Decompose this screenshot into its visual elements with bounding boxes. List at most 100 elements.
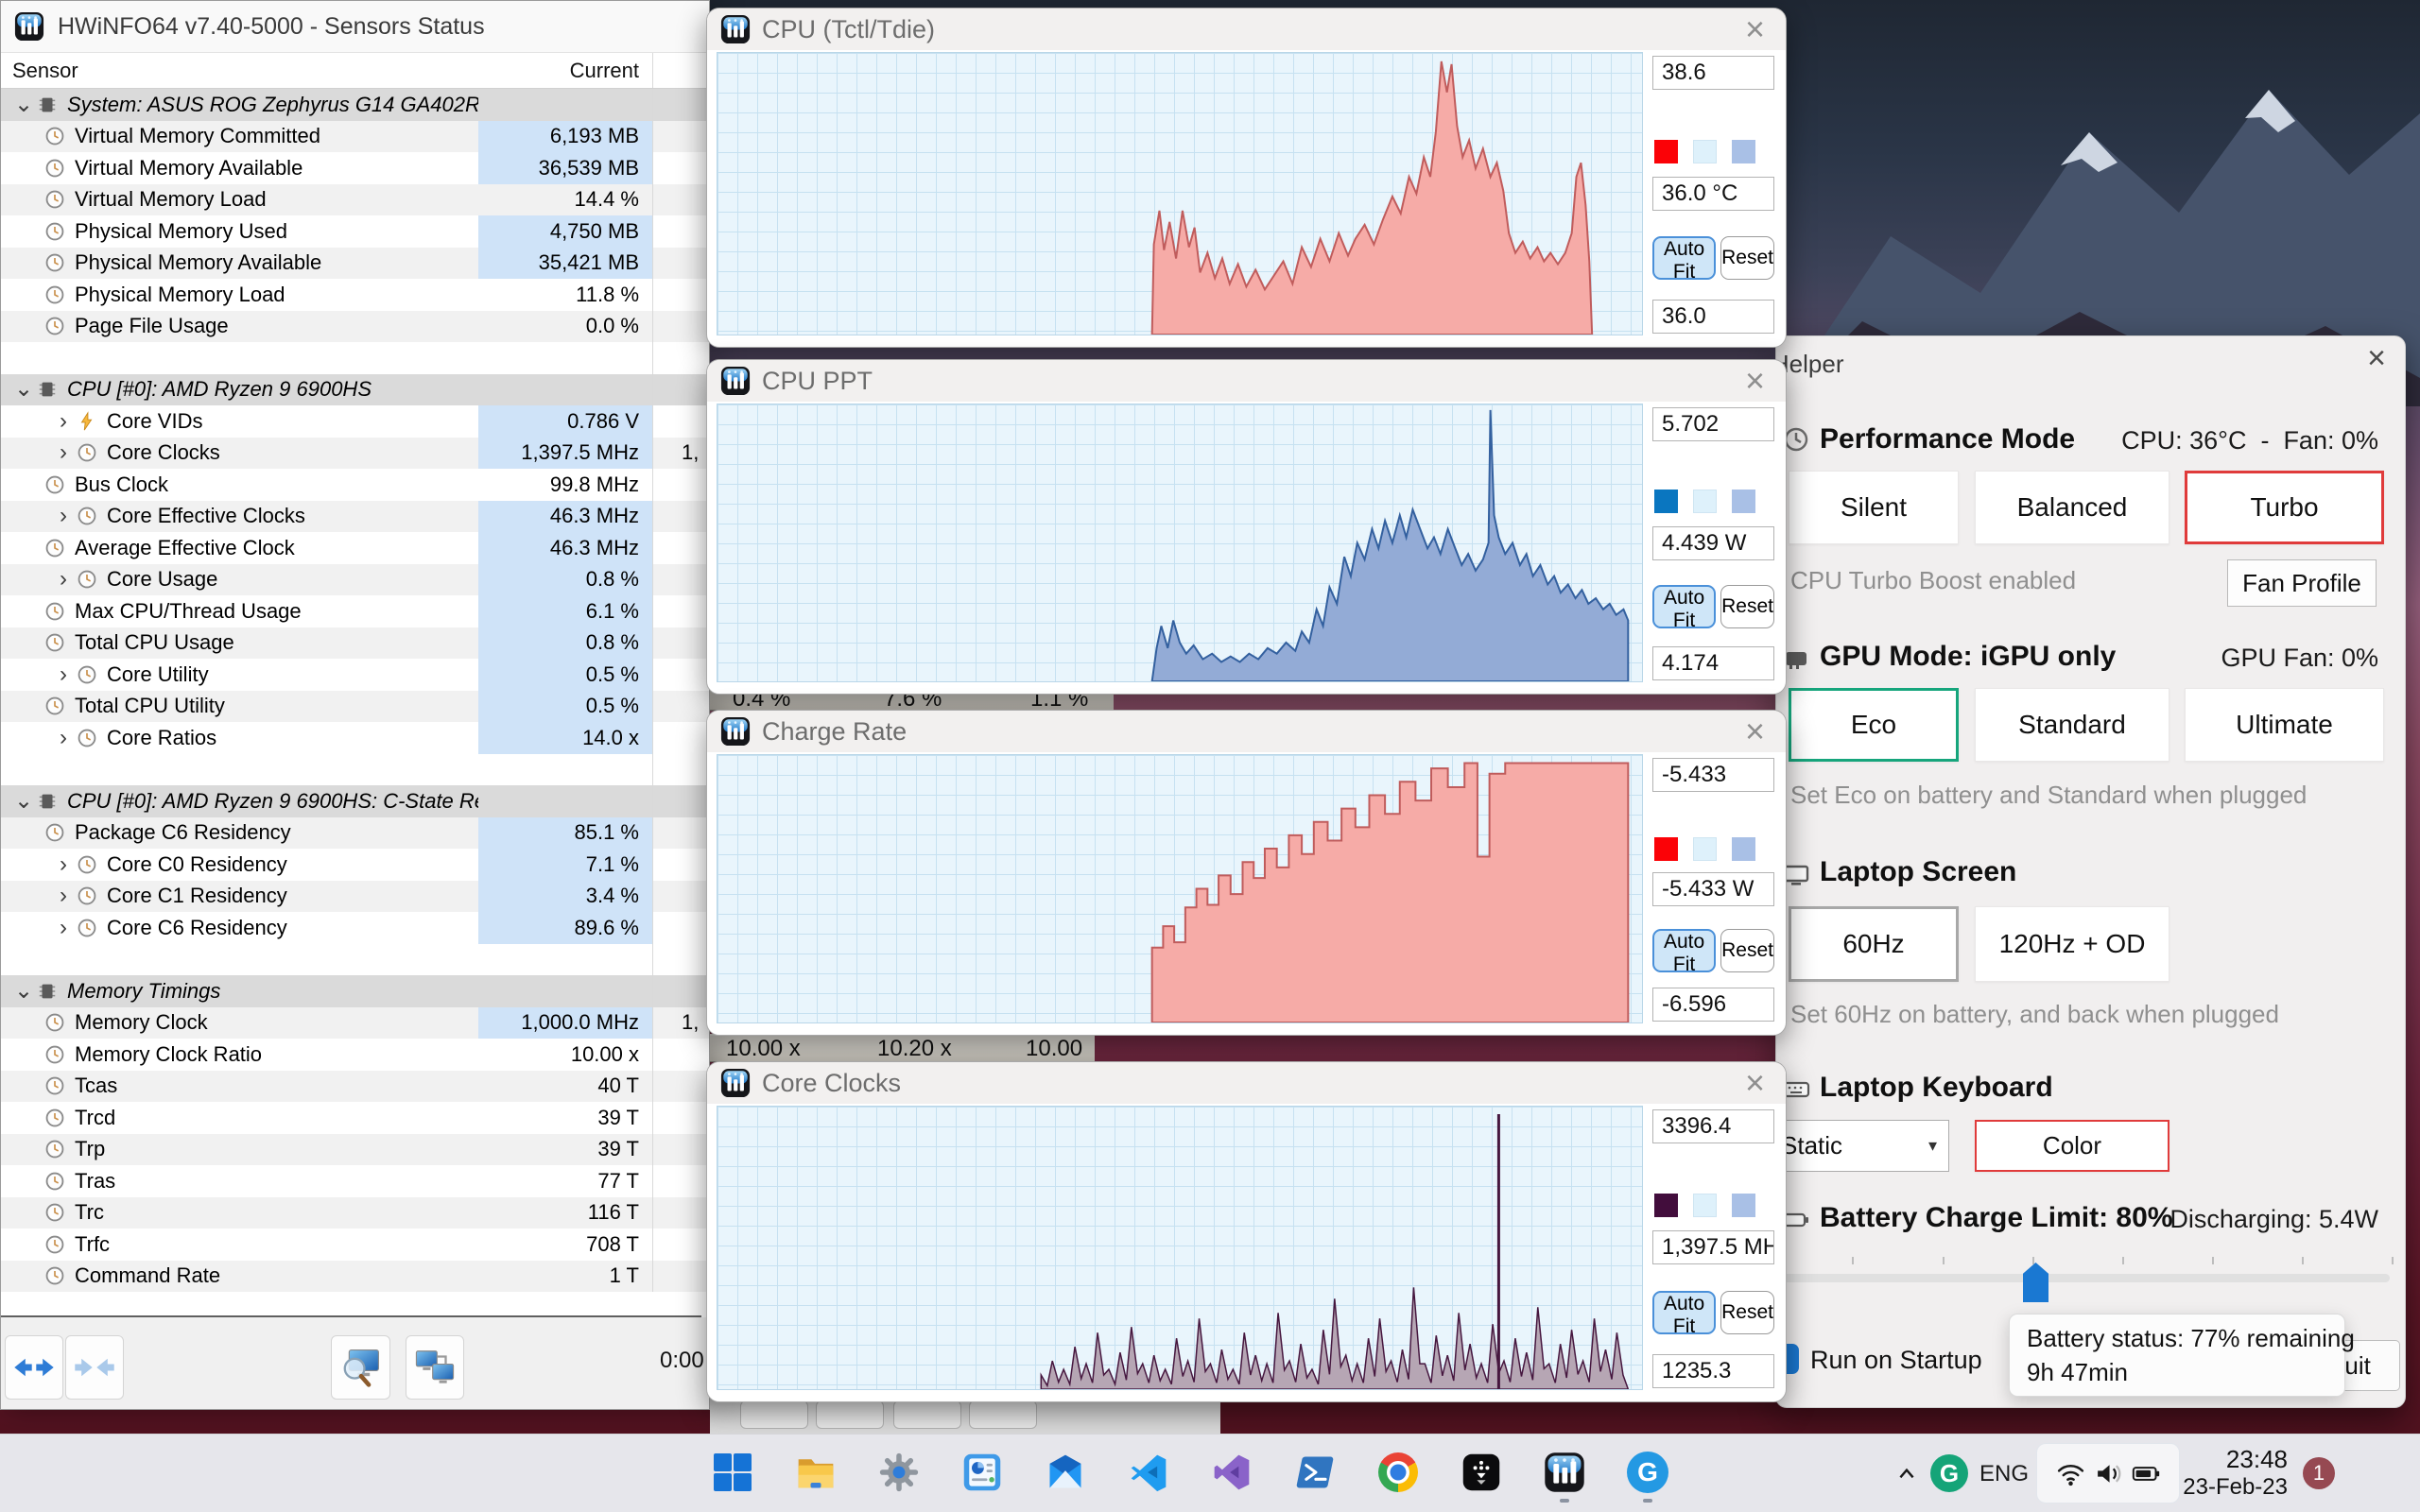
sensor-row[interactable]: Page File Usage 0.0 % xyxy=(1,310,709,342)
sensor-row[interactable]: › Core Clocks 1,397.5 MHz 1, xyxy=(1,437,709,469)
chevron-down-icon[interactable]: ⌄ xyxy=(13,376,34,403)
expand-columns-button[interactable] xyxy=(5,1335,63,1400)
sensor-row[interactable]: › Core Ratios 14.0 x xyxy=(1,722,709,754)
background-color-swatch[interactable] xyxy=(1693,490,1717,514)
background-color-swatch[interactable] xyxy=(1693,837,1717,862)
clock[interactable]: 23:48 23-Feb-23 xyxy=(2174,1444,2288,1501)
silent-mode-button[interactable]: Silent xyxy=(1789,471,1959,544)
close-icon[interactable]: × xyxy=(1744,1063,1765,1102)
grid-color-swatch[interactable] xyxy=(1732,490,1755,514)
turbo-mode-button[interactable]: Turbo xyxy=(2185,471,2384,544)
refresh-60hz-button[interactable]: 60Hz xyxy=(1789,906,1959,982)
battery-limit-slider-handle[interactable] xyxy=(2023,1263,2048,1302)
reset-button[interactable]: Reset xyxy=(1720,584,1774,628)
reset-button[interactable]: Reset xyxy=(1720,1290,1774,1334)
close-icon[interactable]: × xyxy=(2367,340,2386,376)
notification-badge[interactable]: 1 xyxy=(2303,1457,2335,1489)
sensor-row[interactable]: Trp 39 T xyxy=(1,1133,709,1165)
series-color-swatch[interactable] xyxy=(1654,490,1678,514)
sensor-row[interactable]: Physical Memory Load 11.8 % xyxy=(1,279,709,311)
chevron-right-icon[interactable]: › xyxy=(60,850,67,877)
keyboard-mode-dropdown[interactable]: Static ▾ xyxy=(1776,1120,1949,1172)
sensor-row[interactable]: Virtual Memory Available 36,539 MB xyxy=(1,152,709,184)
grid-color-swatch[interactable] xyxy=(1732,1194,1755,1218)
sensor-row[interactable]: Tcas 40 T xyxy=(1,1070,709,1102)
grid-color-swatch[interactable] xyxy=(1732,837,1755,862)
reset-button[interactable]: Reset xyxy=(1720,929,1774,973)
chevron-right-icon[interactable]: › xyxy=(60,661,67,687)
sensor-row[interactable]: Trc 116 T xyxy=(1,1196,709,1228)
sensor-table-header[interactable]: Sensor Current xyxy=(1,53,709,89)
series-color-swatch[interactable] xyxy=(1654,837,1678,862)
black-grid-app-icon[interactable] xyxy=(1460,1451,1503,1494)
battery-limit-slider-track[interactable] xyxy=(1778,1274,2390,1282)
graph-titlebar[interactable]: Charge Rate × xyxy=(707,711,1786,752)
chevron-right-icon[interactable]: › xyxy=(60,439,67,466)
sensor-section-row[interactable]: ⌄ System: ASUS ROG Zephyrus G14 GA402RK_.… xyxy=(1,89,709,121)
hwinfo-titlebar[interactable]: HWiNFO64 v7.40-5000 - Sensors Status xyxy=(1,1,709,53)
sensor-section-row[interactable]: ⌄ CPU [#0]: AMD Ryzen 9 6900HS xyxy=(1,373,709,405)
sensor-row[interactable]: Physical Memory Used 4,750 MB xyxy=(1,215,709,248)
sensor-row[interactable]: Bus Clock 99.8 MHz xyxy=(1,469,709,501)
auto-fit-button[interactable]: Auto Fit xyxy=(1652,584,1717,631)
sensor-row[interactable]: Total CPU Utility 0.5 % xyxy=(1,690,709,722)
chevron-right-icon[interactable]: › xyxy=(60,724,67,750)
sensor-row[interactable]: Memory Clock 1,000.0 MHz 1, xyxy=(1,1006,709,1039)
eco-gpu-button[interactable]: Eco xyxy=(1789,688,1959,762)
tray-chevron-up-icon[interactable] xyxy=(1896,1464,1917,1481)
reset-button[interactable]: Reset xyxy=(1720,236,1774,280)
vscode-icon[interactable] xyxy=(1127,1451,1170,1494)
chevron-down-icon[interactable]: ⌄ xyxy=(13,787,34,814)
hwinfo-taskbar-icon[interactable] xyxy=(1543,1451,1586,1503)
close-icon[interactable]: × xyxy=(1744,9,1765,48)
graph-titlebar[interactable]: CPU PPT × xyxy=(707,360,1786,402)
graph-titlebar[interactable]: Core Clocks × xyxy=(707,1062,1786,1104)
series-color-swatch[interactable] xyxy=(1654,140,1678,163)
refresh-120hz-button[interactable]: 120Hz + OD xyxy=(1975,906,2169,982)
graph-titlebar[interactable]: CPU (Tctl/Tdie) × xyxy=(707,9,1786,50)
chevron-right-icon[interactable]: › xyxy=(60,883,67,909)
sensor-row[interactable]: Trfc 708 T xyxy=(1,1228,709,1261)
chrome-icon[interactable] xyxy=(1376,1451,1420,1494)
sensor-row[interactable]: Physical Memory Available 35,421 MB xyxy=(1,247,709,279)
background-color-swatch[interactable] xyxy=(1693,1194,1717,1218)
monitor-search-button[interactable] xyxy=(331,1335,390,1400)
sensor-row[interactable]: Virtual Memory Committed 6,193 MB xyxy=(1,120,709,152)
series-color-swatch[interactable] xyxy=(1654,1194,1678,1218)
collapse-columns-button[interactable] xyxy=(65,1335,124,1400)
balanced-mode-button[interactable]: Balanced xyxy=(1975,471,2169,544)
chevron-right-icon[interactable]: › xyxy=(60,914,67,940)
mail-icon[interactable] xyxy=(1044,1451,1087,1494)
column-header-sensor[interactable]: Sensor xyxy=(12,58,78,82)
sensor-row[interactable]: Memory Clock Ratio 10.00 x xyxy=(1,1039,709,1071)
sensor-row[interactable]: Package C6 Residency 85.1 % xyxy=(1,816,709,849)
system-tray-group[interactable] xyxy=(2036,1443,2180,1503)
file-explorer-icon[interactable] xyxy=(794,1451,838,1494)
ghelper-taskbar-icon[interactable]: G xyxy=(1626,1451,1669,1503)
sensor-row[interactable]: › Core C1 Residency 3.4 % xyxy=(1,880,709,912)
sensor-row[interactable]: Command Rate 1 T xyxy=(1,1260,709,1292)
sensor-row[interactable]: Trcd 39 T xyxy=(1,1102,709,1134)
settings-gear-icon[interactable] xyxy=(877,1451,921,1494)
sensor-row[interactable]: › Core Effective Clocks 46.3 MHz xyxy=(1,500,709,532)
sensor-row[interactable]: › Core VIDs 0.786 V xyxy=(1,405,709,438)
sensor-row[interactable]: Average Effective Clock 46.3 MHz xyxy=(1,532,709,564)
language-indicator[interactable]: ENG xyxy=(1979,1461,2030,1486)
sensor-row[interactable]: Virtual Memory Load 14.4 % xyxy=(1,183,709,215)
remote-monitors-button[interactable] xyxy=(406,1335,464,1400)
grid-color-swatch[interactable] xyxy=(1732,140,1755,163)
sensor-section-row[interactable]: ⌄ Memory Timings xyxy=(1,975,709,1007)
auto-fit-button[interactable]: Auto Fit xyxy=(1652,929,1717,975)
grammarly-tray-icon[interactable]: G xyxy=(1930,1454,1968,1492)
chevron-right-icon[interactable]: › xyxy=(60,566,67,593)
sensor-row[interactable]: Tras 77 T xyxy=(1,1165,709,1197)
sensor-section-row[interactable]: ⌄ CPU [#0]: AMD Ryzen 9 6900HS: C-State R… xyxy=(1,785,709,817)
column-header-next[interactable] xyxy=(652,53,709,88)
close-icon[interactable]: × xyxy=(1744,712,1765,750)
fan-profile-button[interactable]: Fan Profile xyxy=(2227,559,2377,607)
control-panel-icon[interactable] xyxy=(960,1451,1004,1494)
visual-studio-icon[interactable] xyxy=(1210,1451,1253,1494)
standard-gpu-button[interactable]: Standard xyxy=(1975,688,2169,762)
sensor-row[interactable]: Max CPU/Thread Usage 6.1 % xyxy=(1,595,709,627)
sensor-row[interactable]: › Core Utility 0.5 % xyxy=(1,659,709,691)
